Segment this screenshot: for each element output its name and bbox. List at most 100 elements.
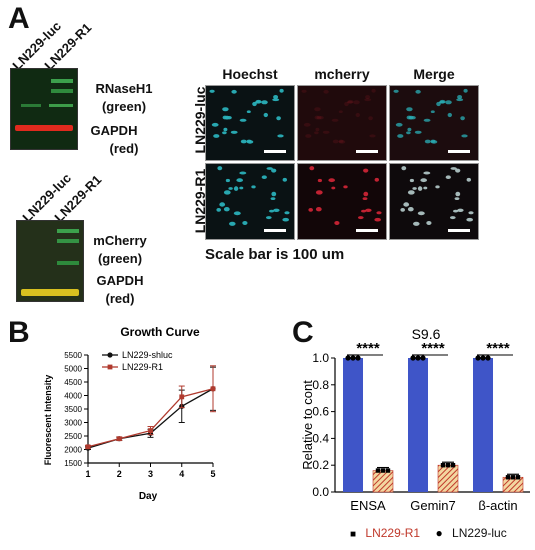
panel-b-letter: B [8, 316, 30, 349]
cell-nucleus [430, 139, 436, 143]
cell-nucleus [420, 178, 427, 183]
bar-r1 [502, 476, 524, 493]
blot-top-label-4: (red) [109, 141, 139, 156]
y-tick-label: 0.4 [312, 431, 329, 445]
cell-nucleus [457, 95, 463, 99]
cell-nucleus [228, 187, 233, 190]
replicate-point [445, 463, 451, 468]
significance-stars: **** [486, 340, 510, 357]
micro-col-mcherry: mcherry [314, 66, 370, 82]
cell-nucleus [271, 168, 277, 173]
cell-nucleus [455, 168, 461, 173]
cell-nucleus [363, 168, 369, 173]
x-tick-label: 1 [85, 469, 90, 479]
cell-nucleus [423, 171, 431, 175]
y-tick-label: 1.0 [312, 351, 329, 365]
cell-nucleus [406, 131, 411, 135]
cell-nucleus [460, 116, 465, 121]
blot-top-image [10, 68, 78, 150]
cell-nucleus [461, 134, 468, 138]
y-tick-label: 2000 [64, 446, 82, 455]
bar-chart-annotation: S9.6 [412, 326, 441, 342]
cell-nucleus [239, 186, 244, 190]
cell-nucleus [271, 191, 277, 197]
legend-r1-label: LN229-R1 [365, 526, 421, 540]
blot-top-label-2: (green) [101, 99, 147, 114]
blot-top-label-1: RNaseH1 [95, 81, 153, 96]
replicate-point [475, 355, 481, 361]
y-tick-label: 0.2 [312, 458, 329, 472]
cell-nucleus [362, 197, 368, 200]
cell-nucleus [355, 112, 360, 118]
relative-bar-chart: Relative to cont S9.6 0.0 0.2 0.4 0.6 0.8 1.0… [300, 326, 530, 510]
micro-col-hoechst: Hoechst [222, 66, 278, 82]
micro-r1-mcherry [297, 163, 387, 240]
cell-nucleus [412, 187, 417, 190]
blot-bottom-label-3: GAPDH [96, 273, 144, 288]
data-point [148, 428, 153, 433]
cell-nucleus [229, 221, 236, 226]
cell-nucleus [315, 127, 320, 132]
cell-nucleus [222, 131, 227, 135]
replicate-point [420, 355, 426, 361]
data-point [179, 394, 185, 400]
cell-nucleus [219, 202, 226, 207]
replicate-point [480, 355, 486, 361]
cell-nucleus [209, 89, 215, 93]
cell-nucleus [413, 221, 420, 226]
cell-nucleus [284, 211, 290, 215]
cell-nucleus [282, 177, 287, 182]
cell-nucleus [273, 208, 280, 212]
cell-nucleus [407, 127, 412, 132]
cell-nucleus [308, 208, 313, 212]
category-label: β-actin [478, 498, 517, 510]
cell-nucleus [430, 110, 435, 113]
cell-nucleus [273, 95, 279, 99]
cell-nucleus [374, 217, 381, 222]
cell-nucleus [315, 190, 323, 195]
cell-nucleus [414, 130, 422, 134]
cell-nucleus [403, 202, 410, 207]
cell-nucleus [270, 197, 276, 200]
data-point [210, 386, 216, 392]
cell-nucleus [406, 107, 413, 112]
cell-nucleus [338, 139, 344, 143]
cell-nucleus [322, 130, 330, 134]
data-point [116, 436, 122, 442]
cell-nucleus [331, 118, 339, 122]
cell-nucleus [417, 211, 425, 216]
scale-bar [448, 229, 470, 232]
cell-nucleus [463, 88, 468, 93]
cell-nucleus [222, 107, 229, 112]
bar-legend: ■ LN229-R1 ● LN229-luc [350, 526, 507, 540]
cell-nucleus [364, 98, 372, 102]
bar-luc [473, 358, 493, 492]
y-tick-label: 1500 [64, 459, 82, 468]
cell-nucleus [263, 112, 268, 118]
replicate-point [450, 463, 456, 468]
y-tick-label: 5500 [64, 351, 82, 360]
replicate-point [345, 355, 351, 361]
bar-luc [343, 358, 363, 492]
cell-nucleus [466, 217, 473, 222]
cell-nucleus [323, 89, 329, 94]
cell-nucleus [223, 207, 230, 212]
cell-nucleus [371, 88, 376, 93]
growth-curve-chart: Growth Curve Fluorescent Intensity Day 1… [43, 325, 216, 502]
replicate-point [410, 355, 416, 361]
cell-nucleus [393, 89, 399, 93]
cell-nucleus [374, 177, 379, 182]
cell-nucleus [468, 211, 474, 215]
legend-r1-marker: ■ [350, 529, 357, 540]
cell-nucleus [230, 130, 238, 134]
significance-stars: **** [356, 340, 380, 357]
micro-caption: Scale bar is 100 um [205, 246, 345, 263]
cell-nucleus [314, 131, 319, 135]
x-tick-label: 5 [210, 469, 215, 479]
cell-nucleus [456, 98, 464, 102]
y-tick-label: 5000 [64, 365, 82, 374]
cell-nucleus [318, 116, 324, 120]
cell-nucleus [233, 186, 239, 191]
cell-nucleus [361, 209, 367, 213]
blot-bottom-label-1: mCherry [93, 233, 147, 248]
